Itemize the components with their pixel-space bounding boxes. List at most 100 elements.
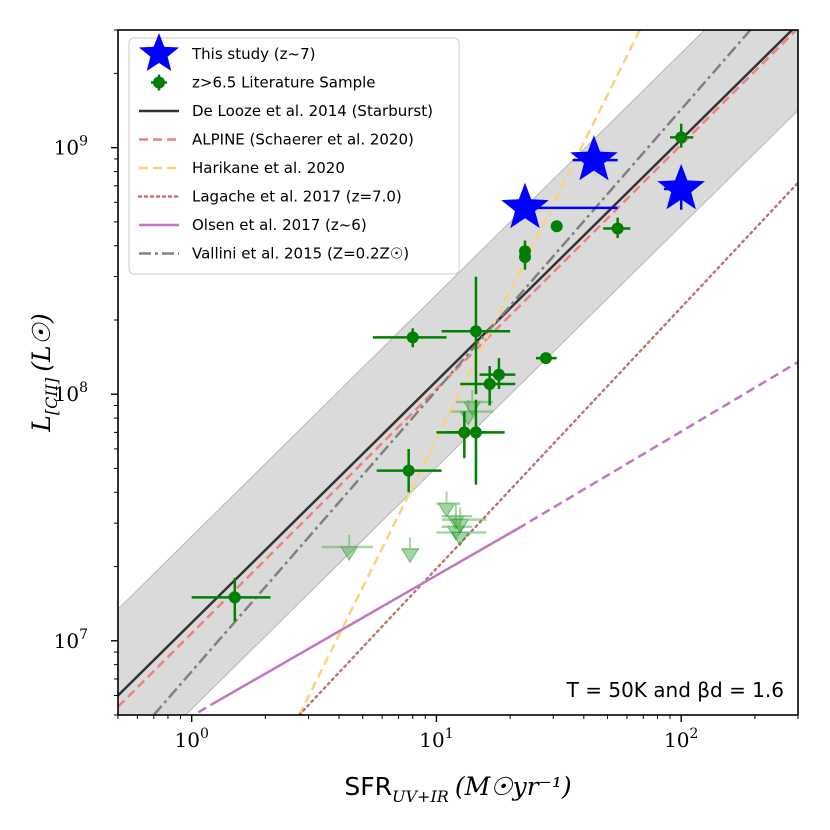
legend-label-1: z>6.5 Literature Sample: [192, 74, 376, 92]
literature-point-11: [550, 220, 563, 233]
y-tick-label-base: 10: [54, 629, 79, 653]
literature-marker: [228, 591, 241, 604]
legend-entry-3: ALPINE (Schaerer et al. 2020): [139, 131, 414, 149]
literature-point-1: [372, 328, 447, 348]
this-study-point-0: [501, 182, 618, 229]
x-tick-label-0: 100: [174, 726, 208, 752]
legend-entry-2: De Looze et al. 2014 (Starburst): [139, 102, 433, 120]
y-tick-label-exp: 7: [79, 627, 88, 643]
x-tick-label-exp: 1: [445, 726, 454, 742]
literature-point-10: [535, 352, 557, 365]
y-axis-title-sub: [CII]: [42, 377, 61, 415]
this-study-point-2: [657, 163, 705, 210]
upper-limit-2: [436, 491, 461, 518]
scatter-band: [118, 30, 798, 715]
literature-point-2: [376, 448, 442, 493]
literature-point-0: [191, 577, 271, 622]
legend-entry-7: Vallini et al. 2015 (Z=0.2Z☉): [139, 245, 409, 263]
scatter-band-lower-edge: [184, 110, 798, 715]
relation-lines-layer: [118, 30, 798, 715]
data-points-layer: [191, 123, 705, 622]
y-tick-label-base: 10: [54, 136, 79, 160]
literature-point-12: [603, 217, 631, 239]
x-tick-label-exp: 0: [200, 726, 209, 742]
relation-line-4: [152, 30, 753, 715]
y-tick-label-0: 107: [54, 627, 88, 653]
x-tick-label-exp: 2: [689, 726, 698, 742]
literature-point-3: [441, 276, 511, 395]
legend-entry-4: Harikane et al. 2020: [139, 159, 345, 177]
this-study-point-1: [570, 135, 618, 181]
relation-line-7: [517, 360, 798, 530]
upper-limit-arrow: [401, 548, 419, 564]
legend: This study (z~7) z>6.5 Literature Sample D…: [128, 33, 460, 275]
titles-layer: SFRUV+IR (M☉yr⁻¹) L[CII] (L☉) T = 50K and βd…: [27, 313, 784, 806]
x-tick-label-base: 10: [174, 728, 199, 752]
x-axis-title: SFRUV+IR (M☉yr⁻¹): [344, 772, 571, 806]
literature-point-9: [518, 245, 531, 270]
legend-handle-marker: [153, 76, 165, 89]
relation-line-2: [298, 30, 642, 715]
upper-limit-1: [401, 537, 420, 564]
y-axis-title-main: L: [27, 415, 56, 433]
literature-marker: [518, 251, 531, 264]
scatter-band-upper-edge: [118, 30, 706, 610]
legend-entry-5: Lagache et al. 2017 (z=7.0): [137, 188, 402, 206]
legend-handle-star: [139, 33, 179, 71]
upper-limit-arrow: [437, 503, 456, 518]
annotation-text: T = 50K and βd = 1.6: [566, 678, 784, 702]
literature-point-7: [479, 358, 516, 389]
this-study-star: [657, 163, 705, 210]
relation-line-3: [298, 181, 798, 715]
legend-entry-1: z>6.5 Literature Sample: [151, 74, 376, 92]
legend-box: [128, 37, 460, 275]
y-tick-label-exp: 8: [79, 380, 88, 396]
this-study-star: [501, 182, 549, 229]
relation-line-6: [191, 703, 212, 715]
scatter-band-layer: [118, 30, 798, 715]
x-tick-label-base: 10: [664, 728, 689, 752]
literature-point-6: [460, 366, 516, 406]
literature-marker: [675, 131, 688, 144]
this-study-star: [570, 135, 618, 181]
literature-marker: [469, 325, 482, 338]
y-tick-label-base: 10: [54, 382, 79, 406]
literature-point-13: [670, 123, 694, 148]
legend-entry-0: This study (z~7): [139, 33, 315, 71]
upper-limit-arrow: [451, 519, 470, 534]
legend-label-6: Olsen et al. 2017 (z~6): [192, 216, 367, 234]
literature-marker: [492, 368, 505, 381]
literature-point-5: [446, 399, 505, 485]
upper-limit-6: [441, 507, 487, 534]
x-axis-title-sub: UV+IR: [392, 787, 449, 806]
literature-marker: [402, 464, 415, 477]
y-tick-label-1: 108: [54, 380, 88, 406]
literature-marker: [550, 220, 563, 233]
x-tick-label-2: 102: [664, 726, 698, 752]
x-tick-label-1: 101: [419, 726, 453, 752]
x-tick-label-base: 10: [419, 728, 444, 752]
upper-limit-0: [321, 535, 373, 561]
literature-marker: [469, 426, 482, 439]
literature-marker: [406, 331, 419, 344]
legend-label-0: This study (z~7): [191, 45, 315, 63]
literature-marker: [611, 222, 624, 235]
literature-marker: [539, 352, 552, 365]
legend-label-7: Vallini et al. 2015 (Z=0.2Z☉): [192, 245, 409, 263]
upper-limit-arrow: [340, 546, 359, 561]
literature-marker: [483, 378, 496, 391]
plot-frame: [117, 29, 799, 716]
relation-line-5: [210, 527, 519, 706]
y-tick-label-2: 109: [54, 134, 88, 160]
legend-label-5: Lagache et al. 2017 (z=7.0): [192, 188, 402, 206]
legend-label-2: De Looze et al. 2014 (Starburst): [192, 102, 433, 120]
x-axis-title-units: (M☉yr⁻¹): [455, 772, 572, 801]
x-axis-title-main: SFR: [344, 772, 392, 801]
y-axis-title: L[CII] (L☉): [27, 313, 61, 433]
legend-entry-6: Olsen et al. 2017 (z~6): [139, 216, 367, 234]
legend-label-4: Harikane et al. 2020: [192, 159, 345, 177]
y-axis-title-units: (L☉): [27, 313, 56, 372]
legend-label-3: ALPINE (Schaerer et al. 2020): [192, 131, 414, 149]
